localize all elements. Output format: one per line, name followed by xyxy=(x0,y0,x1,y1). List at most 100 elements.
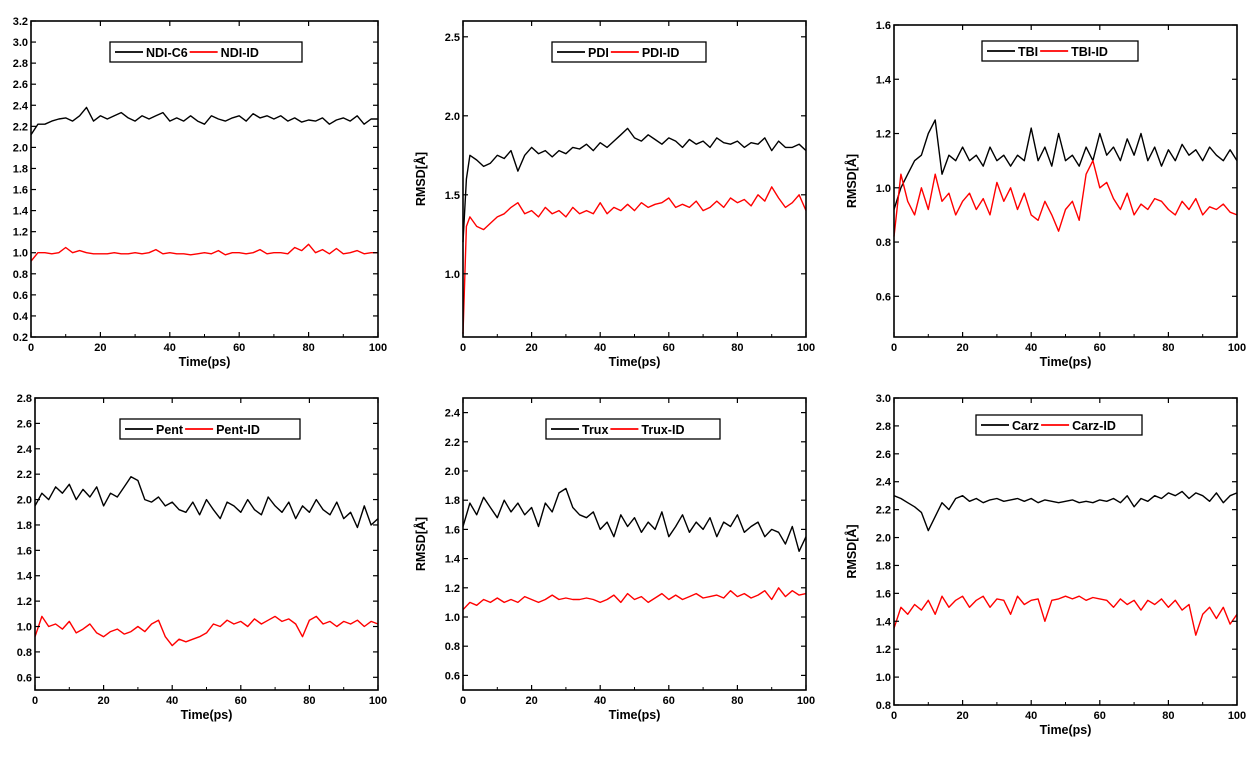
plot-frame xyxy=(462,20,807,338)
plot-frame xyxy=(893,24,1238,338)
y-tick-label: 0.6 xyxy=(876,291,891,303)
y-tick-label: 0.8 xyxy=(876,700,891,712)
y-tick-label: 1.4 xyxy=(17,571,33,583)
legend: Carz Carz-ID xyxy=(975,414,1143,436)
legend-label: PDI xyxy=(588,46,609,60)
x-axis-label: Time(ps) xyxy=(179,355,231,369)
x-tick-label: 20 xyxy=(956,342,968,354)
legend: Pent Pent-ID xyxy=(119,418,301,440)
series-line-pdi-id xyxy=(462,186,807,334)
chart-panel-4: 0 20 40 60 80 100 0.6 0.8 1.0 1.2 1.4 1.6 1.8 2.0 2.2 2… xyxy=(17,393,387,722)
x-tick-label: 40 xyxy=(166,695,178,707)
series-line-pent xyxy=(34,476,379,529)
x-axis-label: Time(ps) xyxy=(609,708,661,722)
x-tick-label: 40 xyxy=(1025,342,1037,354)
y-tick-label: 2.2 xyxy=(17,469,32,481)
x-tick-label: 80 xyxy=(302,342,314,354)
y-tick-label: 1.4 xyxy=(876,616,892,628)
y-tick-label: 2.4 xyxy=(13,100,29,112)
x-tick-label: 20 xyxy=(525,342,537,354)
x-tick-label: 20 xyxy=(97,695,109,707)
y-tick-label: 1.4 xyxy=(13,206,29,218)
plot-frame xyxy=(893,397,1238,706)
x-tick-label: 20 xyxy=(94,342,106,354)
y-tick-label: 2.0 xyxy=(13,142,28,154)
x-tick-label: 40 xyxy=(594,695,606,707)
y-axis-label: RMSD[Å] xyxy=(844,524,859,578)
y-tick-label: 1.8 xyxy=(17,520,32,532)
series-line-trux-id xyxy=(462,587,807,611)
x-tick-label: 0 xyxy=(460,342,466,354)
y-tick-label: 1.6 xyxy=(445,524,460,536)
series-line-ndi-c6 xyxy=(30,106,378,136)
x-tick-label: 100 xyxy=(369,695,387,707)
y-tick-label: 1.8 xyxy=(876,560,891,572)
series-line-tbi xyxy=(893,119,1238,210)
y-tick-label: 0.8 xyxy=(445,641,460,653)
y-tick-label: 2.4 xyxy=(445,408,461,420)
y-tick-label: 2.4 xyxy=(876,477,892,489)
legend-label: Pent xyxy=(156,423,184,437)
x-tick-label: 20 xyxy=(956,710,968,722)
y-tick-label: 2.8 xyxy=(876,421,891,433)
x-axis-label: Time(ps) xyxy=(609,355,661,369)
y-tick-label: 2.6 xyxy=(876,449,891,461)
chart-panel-5: 0 20 40 60 80 100 0.6 0.8 1.0 1.2 1.4 1.6 1.8 2.0 2.2 2… xyxy=(413,397,815,722)
x-axis-label: Time(ps) xyxy=(1040,355,1092,369)
y-tick-label: 2.8 xyxy=(13,58,28,70)
x-tick-label: 100 xyxy=(797,695,815,707)
x-tick-label: 40 xyxy=(594,342,606,354)
y-tick-label: 2.2 xyxy=(876,505,891,517)
x-tick-label: 0 xyxy=(28,342,34,354)
legend-label: Trux-ID xyxy=(641,423,684,437)
chart-panel-2: 0 20 40 60 80 100 1.0 1.5 2.0 2.5 Time(ps) RMSD[Å] P… xyxy=(413,20,815,369)
y-tick-label: 1.8 xyxy=(445,495,460,507)
y-axis-label: RMSD[Å] xyxy=(844,154,859,208)
y-tick-label: 0.8 xyxy=(876,237,891,249)
y-tick-label: 2.0 xyxy=(876,533,891,545)
y-tick-label: 1.0 xyxy=(876,672,891,684)
x-tick-label: 60 xyxy=(1094,710,1106,722)
y-tick-label: 2.5 xyxy=(445,32,460,44)
y-tick-label: 2.0 xyxy=(445,111,460,123)
y-tick-label: 1.2 xyxy=(876,129,891,141)
x-tick-label: 100 xyxy=(369,342,387,354)
x-tick-label: 100 xyxy=(1228,710,1246,722)
legend-label: Pent-ID xyxy=(216,423,260,437)
x-tick-label: 40 xyxy=(164,342,176,354)
chart-panel-3: 0 20 40 60 80 100 0.6 0.8 1.0 1.2 1.4 1.6 Time(ps) RM… xyxy=(844,20,1246,369)
legend-label: Carz xyxy=(1012,419,1039,433)
x-tick-label: 40 xyxy=(1025,710,1037,722)
x-tick-label: 100 xyxy=(1228,342,1246,354)
x-tick-label: 100 xyxy=(797,342,815,354)
y-tick-label: 0.8 xyxy=(17,647,32,659)
chart-panel-1: 0 20 40 60 80 100 0.2 0.4 0.6 0.8 1.0 1.2 1.4 1.6 1.8 2… xyxy=(13,16,387,369)
y-tick-label: 1.6 xyxy=(876,588,891,600)
plot-frame xyxy=(462,397,807,691)
x-tick-label: 80 xyxy=(1162,342,1174,354)
y-tick-label: 1.0 xyxy=(13,248,28,260)
y-tick-label: 0.6 xyxy=(17,672,32,684)
y-tick-label: 0.6 xyxy=(13,290,28,302)
series-line-tbi-id xyxy=(893,159,1238,237)
y-tick-label: 1.0 xyxy=(445,612,460,624)
y-tick-label: 2.0 xyxy=(445,466,460,478)
y-tick-label: 2.4 xyxy=(17,444,33,456)
plot-frame xyxy=(34,397,379,691)
y-tick-label: 2.8 xyxy=(17,393,32,405)
y-tick-label: 1.2 xyxy=(876,644,891,656)
legend-label: Carz-ID xyxy=(1072,419,1116,433)
y-tick-label: 1.2 xyxy=(17,596,32,608)
x-tick-label: 60 xyxy=(1094,342,1106,354)
y-tick-label: 0.8 xyxy=(13,269,28,281)
y-tick-label: 1.4 xyxy=(876,74,892,86)
y-tick-label: 3.2 xyxy=(13,16,28,28)
x-tick-label: 60 xyxy=(233,342,245,354)
series-line-ndi-id xyxy=(30,243,378,262)
legend: Trux Trux-ID xyxy=(545,418,721,440)
legend-label: TBI-ID xyxy=(1071,45,1108,59)
x-tick-label: 0 xyxy=(460,695,466,707)
x-tick-label: 0 xyxy=(32,695,38,707)
x-tick-label: 80 xyxy=(731,342,743,354)
